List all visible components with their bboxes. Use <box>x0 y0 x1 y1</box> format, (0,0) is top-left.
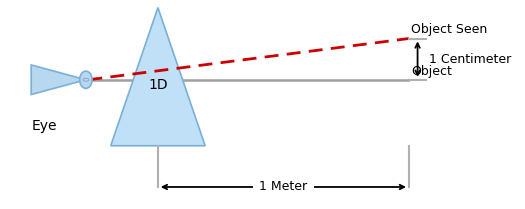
Text: Eye: Eye <box>32 119 58 133</box>
Text: Object Seen: Object Seen <box>412 23 488 36</box>
Text: 1 Centimeter: 1 Centimeter <box>429 53 511 66</box>
Text: Object: Object <box>412 65 452 78</box>
Ellipse shape <box>83 78 89 81</box>
Ellipse shape <box>80 71 92 88</box>
Polygon shape <box>31 65 86 94</box>
Polygon shape <box>111 8 205 146</box>
Text: 1D: 1D <box>148 78 167 92</box>
Text: 1 Meter: 1 Meter <box>255 181 311 194</box>
